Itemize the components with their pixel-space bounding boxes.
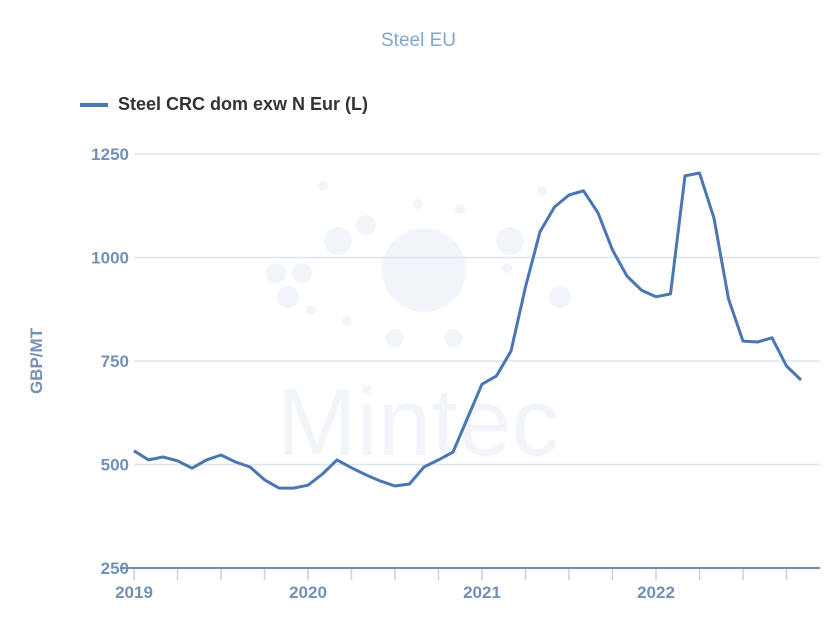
data-point[interactable] <box>768 334 776 342</box>
data-point[interactable] <box>754 338 762 346</box>
data-point[interactable] <box>507 347 515 355</box>
data-point[interactable] <box>290 484 298 492</box>
x-tick-label: 2020 <box>289 583 327 602</box>
data-point[interactable] <box>797 376 805 384</box>
chart-title: Steel EU <box>381 30 456 51</box>
data-point[interactable] <box>464 414 472 422</box>
data-point[interactable] <box>522 283 530 291</box>
data-point[interactable] <box>188 464 196 472</box>
data-point[interactable] <box>174 457 182 465</box>
data-point[interactable] <box>261 476 269 484</box>
y-tick-label: 1250 <box>91 145 129 164</box>
watermark-text: Mintec <box>277 369 560 476</box>
data-point[interactable] <box>246 463 254 471</box>
data-point[interactable] <box>130 447 138 455</box>
data-point[interactable] <box>232 458 240 466</box>
data-point[interactable] <box>203 456 211 464</box>
data-point[interactable] <box>739 337 747 345</box>
data-point[interactable] <box>652 293 660 301</box>
data-point[interactable] <box>667 290 675 298</box>
data-point[interactable] <box>623 272 631 280</box>
data-point[interactable] <box>217 451 225 459</box>
data-point[interactable] <box>536 228 544 236</box>
y-tick-label: 500 <box>101 456 129 475</box>
data-point[interactable] <box>493 372 501 380</box>
data-point[interactable] <box>435 456 443 464</box>
legend-swatch <box>80 102 108 107</box>
x-tick-label: 2019 <box>115 583 153 602</box>
data-point[interactable] <box>391 482 399 490</box>
data-point[interactable] <box>159 453 167 461</box>
data-point[interactable] <box>710 214 718 222</box>
data-point[interactable] <box>594 209 602 217</box>
data-point[interactable] <box>406 480 414 488</box>
data-point[interactable] <box>681 172 689 180</box>
data-point[interactable] <box>783 362 791 370</box>
data-point[interactable] <box>275 484 283 492</box>
y-tick-label: 250 <box>101 559 129 578</box>
data-point[interactable] <box>319 470 327 478</box>
y-tick-label: 1000 <box>91 249 129 268</box>
data-point[interactable] <box>696 169 704 177</box>
legend-label: Steel CRC dom exw N Eur (L) <box>118 94 369 114</box>
data-point[interactable] <box>478 380 486 388</box>
data-point[interactable] <box>580 187 588 195</box>
data-point[interactable] <box>609 246 617 254</box>
data-point[interactable] <box>362 471 370 479</box>
legend-item[interactable]: Steel CRC dom exw N Eur (L) <box>80 94 368 115</box>
series-line-steel-crc[interactable] <box>133 171 803 490</box>
data-point[interactable] <box>348 464 356 472</box>
y-tick-label: 750 <box>101 352 129 371</box>
mintec-watermark-logo: Mintec <box>266 181 571 476</box>
data-point[interactable] <box>551 203 559 211</box>
data-point[interactable] <box>638 286 646 294</box>
x-tick-label: 2021 <box>463 583 501 602</box>
data-point[interactable] <box>333 456 341 464</box>
y-axis-label: GBP/MT <box>27 327 46 394</box>
data-point[interactable] <box>304 481 312 489</box>
data-point[interactable] <box>565 191 573 199</box>
data-point[interactable] <box>145 456 153 464</box>
data-point[interactable] <box>420 463 428 471</box>
data-point[interactable] <box>449 448 457 456</box>
data-point[interactable] <box>725 295 733 303</box>
data-point[interactable] <box>377 477 385 485</box>
x-tick-label: 2022 <box>637 583 675 602</box>
